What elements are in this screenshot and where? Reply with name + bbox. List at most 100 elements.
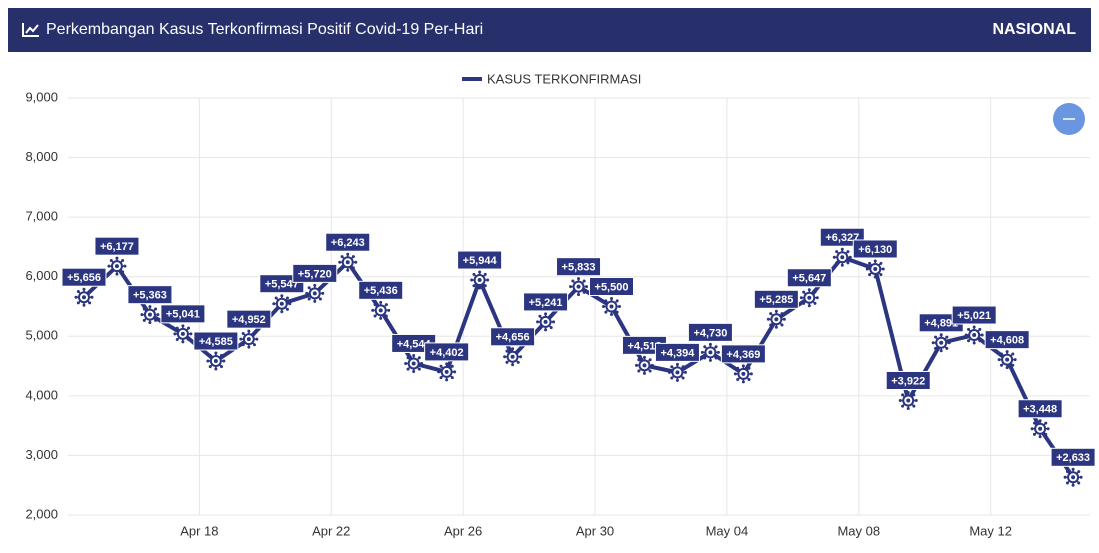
marker-spike-tip: [1032, 432, 1036, 436]
marker-spike-tip: [340, 266, 344, 270]
value-label: +5,436: [364, 285, 398, 297]
x-tick-label: May 08: [837, 523, 880, 538]
marker-spike-tip: [1063, 475, 1067, 479]
marker-spike-tip: [642, 371, 646, 375]
marker-spike-tip: [1005, 366, 1009, 370]
marker-spike-tip: [538, 314, 542, 318]
data-point: [404, 353, 424, 373]
marker-spike-tip: [208, 365, 212, 369]
marker-spike-tip: [274, 307, 278, 311]
marker-spike-tip: [76, 290, 80, 294]
marker-core: [147, 312, 152, 317]
marker-spike-tip: [906, 407, 910, 411]
marker-spike-tip: [88, 301, 92, 305]
marker-spike-tip: [736, 378, 740, 382]
value-label-box: [654, 342, 700, 362]
marker-spike-tip: [313, 283, 317, 287]
y-tick-label: 8,000: [25, 149, 58, 164]
marker-spike-tip: [1071, 483, 1075, 487]
marker-spike-tip: [307, 297, 311, 301]
marker-spike-tip: [1044, 432, 1048, 436]
marker-spike-tip: [552, 320, 556, 324]
marker-spike-tip: [577, 277, 581, 281]
marker-spike-tip: [835, 250, 839, 254]
marker-spike-tip: [107, 264, 111, 268]
data-point: [733, 364, 753, 384]
y-tick-label: 3,000: [25, 447, 58, 462]
marker-spike-tip: [733, 372, 737, 376]
marker-spike-tip: [142, 307, 146, 311]
x-tick-label: Apr 26: [444, 523, 482, 538]
marker-spike-tip: [972, 341, 976, 345]
marker-spike-tip: [519, 355, 523, 359]
marker-spike-tip: [285, 296, 289, 300]
data-point: [272, 294, 292, 314]
marker-spike-tip: [252, 331, 256, 335]
marker-spike-tip: [406, 367, 410, 371]
value-label: +3,922: [891, 375, 925, 387]
marker-spike-tip: [898, 399, 902, 403]
marker-spike-tip: [747, 378, 751, 382]
marker-spike-tip: [912, 404, 916, 408]
y-tick-label: 5,000: [25, 328, 58, 343]
marker-spike-tip: [1011, 363, 1015, 367]
marker-spike-tip: [868, 261, 872, 265]
marker-spike-tip: [972, 325, 976, 329]
marker-spike-tip: [313, 299, 317, 303]
data-point: [799, 288, 819, 308]
marker-spike-tip: [879, 273, 883, 277]
marker-spike-tip: [305, 291, 309, 295]
marker-spike-tip: [181, 324, 185, 328]
marker-spike-tip: [802, 301, 806, 305]
marker-spike-tip: [881, 267, 885, 271]
marker-spike-tip: [154, 318, 158, 322]
value-label-box: [984, 330, 1030, 350]
marker-spike-tip: [412, 369, 416, 373]
value-label-box: [358, 280, 404, 300]
data-point: [931, 333, 951, 353]
value-label: +5,656: [67, 272, 101, 284]
marker-spike-tip: [967, 327, 971, 331]
value-label: +5,285: [759, 294, 793, 306]
value-label: +6,327: [825, 232, 859, 244]
header-badge: NASIONAL: [992, 21, 1076, 38]
marker-spike-tip: [648, 369, 652, 373]
marker-core: [180, 331, 185, 336]
marker-spike-tip: [445, 378, 449, 382]
marker-spike-tip: [214, 367, 218, 371]
marker-spike-tip: [604, 299, 608, 303]
marker-spike-tip: [222, 359, 226, 363]
marker-spike-tip: [321, 291, 325, 295]
marker-spike-tip: [571, 290, 575, 294]
marker-spike-tip: [379, 300, 383, 304]
marker-spike-tip: [450, 376, 454, 380]
marker-core: [411, 361, 416, 366]
value-label-box: [490, 327, 536, 347]
marker-spike-tip: [714, 356, 718, 360]
value-label: +3,448: [1023, 404, 1057, 416]
marker-spike-tip: [980, 333, 984, 337]
marker-spike-tip: [181, 340, 185, 344]
marker-spike-tip: [1046, 427, 1050, 431]
value-label-box: [1050, 447, 1096, 467]
marker-spike-tip: [766, 317, 770, 321]
data-point: [667, 362, 687, 382]
marker-spike-tip: [846, 261, 850, 265]
marker-core: [312, 291, 317, 296]
marker-spike-tip: [483, 272, 487, 276]
marker-spike-tip: [585, 285, 589, 289]
marker-spike-tip: [945, 346, 949, 350]
marker-spike-tip: [239, 337, 243, 341]
data-point: [74, 287, 94, 307]
marker-spike-tip: [536, 320, 540, 324]
value-label: +5,833: [562, 262, 596, 274]
data-point: [305, 283, 325, 303]
value-label: +4,544: [397, 338, 432, 350]
marker-spike-tip: [610, 297, 614, 300]
marker-spike-tip: [384, 303, 388, 307]
value-label: +4,952: [232, 314, 266, 326]
marker-spike-tip: [714, 345, 718, 349]
marker-spike-tip: [835, 261, 839, 265]
marker-spike-tip: [420, 361, 424, 365]
